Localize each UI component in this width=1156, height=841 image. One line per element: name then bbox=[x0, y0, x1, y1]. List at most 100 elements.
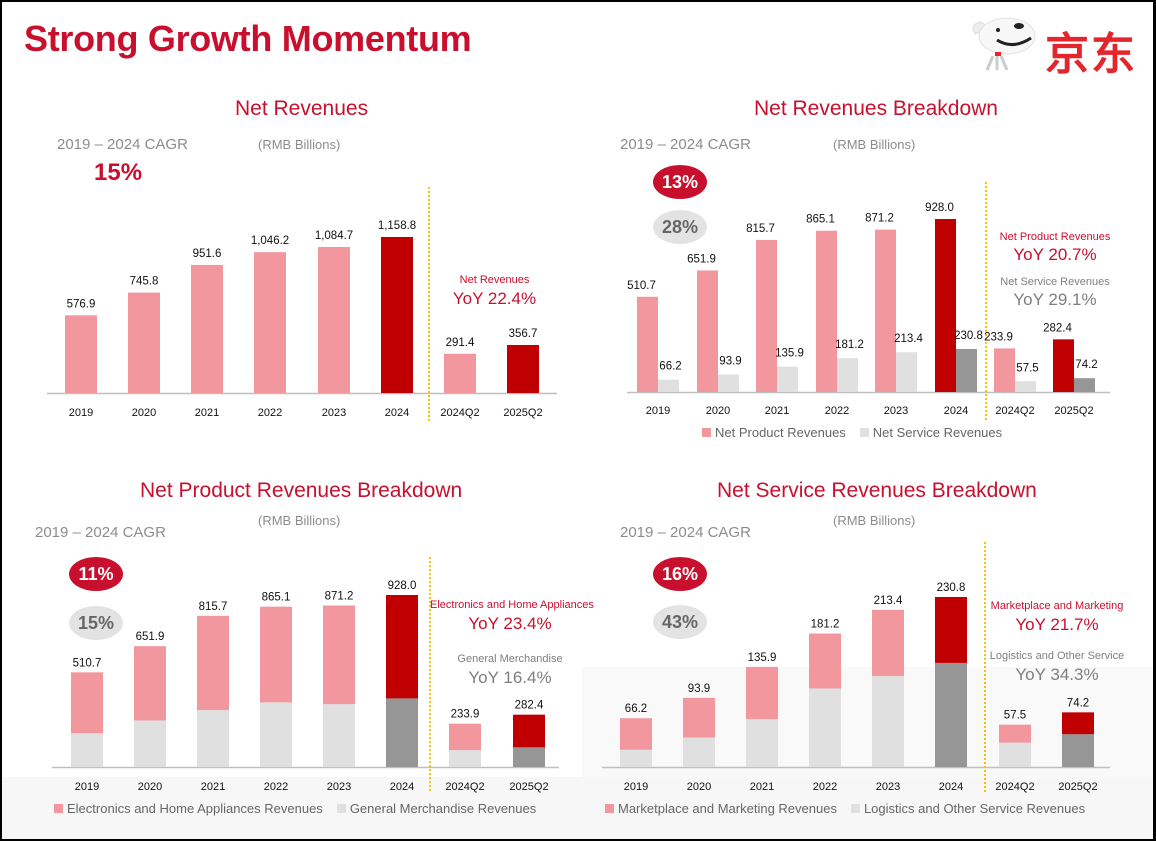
legend-label: Net Service Revenues bbox=[872, 425, 1003, 440]
breakdown-legend: Net Product Revenues Net Service Revenue… bbox=[702, 425, 1016, 440]
bar-segment-top bbox=[449, 723, 481, 751]
data-label: 1,084.7 bbox=[315, 230, 353, 242]
bar-segment-bottom bbox=[683, 737, 715, 767]
bar-service bbox=[1074, 378, 1095, 392]
bar-segment-top bbox=[197, 615, 229, 711]
bar-segment-bottom bbox=[620, 749, 652, 767]
bar bbox=[191, 264, 223, 393]
data-label-product: 651.9 bbox=[687, 253, 716, 265]
product-yoy-electronics-value: YoY 23.4% bbox=[468, 614, 552, 633]
bar-product bbox=[994, 348, 1015, 392]
bar-segment-top bbox=[935, 597, 967, 663]
data-label-total: 510.7 bbox=[73, 657, 102, 669]
net-revenues-yoy-value: YoY 22.4% bbox=[452, 289, 537, 308]
data-label-total: 233.9 bbox=[451, 709, 480, 721]
x-tick-label: 2024 bbox=[944, 405, 968, 417]
bar-segment-bottom bbox=[449, 750, 481, 767]
bar-product bbox=[1053, 339, 1074, 392]
bar bbox=[318, 246, 350, 393]
bar-segment-top bbox=[620, 718, 652, 750]
bar-segment-top bbox=[323, 605, 355, 705]
x-tick-label: 2022 bbox=[813, 781, 837, 793]
data-label-product: 282.4 bbox=[1043, 322, 1072, 334]
legend-label: Electronics and Home Appliances Revenues bbox=[67, 801, 323, 816]
data-label-total: 865.1 bbox=[262, 592, 291, 604]
service-yoy-marketplace-value: YoY 21.7% bbox=[1015, 615, 1099, 634]
service-yoy-marketplace-label: Marketplace and Marketing bbox=[990, 600, 1124, 612]
legend-item: Net Product Revenues bbox=[702, 425, 846, 440]
x-tick-label: 2020 bbox=[706, 405, 730, 417]
bar-segment-top bbox=[683, 697, 715, 738]
product-yoy-electronics-label: Electronics and Home Appliances bbox=[430, 599, 594, 611]
x-tick-label: 2024Q2 bbox=[995, 405, 1034, 417]
data-label: 1,046.2 bbox=[251, 235, 289, 247]
x-tick-label: 2025Q2 bbox=[1054, 405, 1093, 417]
breakdown-cagr-service: 28% bbox=[653, 210, 707, 244]
data-label-total: 871.2 bbox=[325, 591, 354, 603]
x-tick-label: 2020 bbox=[132, 407, 156, 419]
logo-text: 京东 bbox=[1045, 30, 1137, 79]
background-stripe bbox=[2, 777, 1153, 839]
jd-logo: 京东 bbox=[967, 14, 1137, 79]
data-label-service: 93.9 bbox=[719, 355, 741, 367]
bar-service bbox=[1015, 381, 1036, 392]
product-cagr-general: 15% bbox=[69, 606, 123, 640]
service-yoy-logistics-label: Logistics and Other Service bbox=[989, 650, 1125, 662]
bar-service bbox=[837, 358, 858, 392]
bar-product bbox=[935, 219, 956, 392]
legend-swatch bbox=[859, 428, 869, 437]
data-label-total: 230.8 bbox=[937, 582, 966, 594]
x-tick-label: 2020 bbox=[138, 781, 162, 793]
x-tick-label: 2019 bbox=[69, 407, 93, 419]
jd-dog-mascot-icon bbox=[972, 17, 1036, 71]
bar-service bbox=[658, 379, 679, 392]
bar-segment-top bbox=[872, 609, 904, 677]
bar bbox=[507, 344, 539, 393]
bar bbox=[254, 252, 286, 393]
breakdown-title: Net Revenues Breakdown bbox=[754, 97, 998, 120]
service-cagr-marketplace: 16% bbox=[653, 557, 707, 591]
data-label-service: 74.2 bbox=[1075, 359, 1097, 371]
data-label-total: 282.4 bbox=[515, 700, 544, 712]
data-label: 356.7 bbox=[509, 328, 538, 340]
breakdown-cagr-product: 13% bbox=[653, 165, 707, 199]
service-unit: (RMB Billions) bbox=[833, 513, 916, 528]
bar-segment-bottom bbox=[323, 704, 355, 767]
x-tick-label: 2024Q2 bbox=[440, 407, 479, 419]
data-label: 291.4 bbox=[446, 337, 475, 349]
service-title: Net Service Revenues Breakdown bbox=[717, 479, 1037, 502]
data-label-total: 135.9 bbox=[748, 652, 777, 664]
data-label-product: 928.0 bbox=[925, 202, 954, 214]
bar-product bbox=[875, 229, 896, 392]
bar bbox=[65, 315, 97, 393]
x-tick-label: 2019 bbox=[624, 781, 648, 793]
net-revenues-unit: (RMB Billions) bbox=[258, 137, 341, 152]
data-label: 745.8 bbox=[130, 276, 159, 288]
bar-segment-top bbox=[746, 666, 778, 720]
bar bbox=[128, 292, 160, 393]
data-label-total: 93.9 bbox=[688, 683, 710, 695]
data-label-total: 651.9 bbox=[136, 631, 165, 643]
bar-segment-bottom bbox=[197, 710, 229, 767]
data-label: 576.9 bbox=[67, 298, 96, 310]
bar-service bbox=[956, 348, 977, 392]
data-label-total: 66.2 bbox=[625, 703, 647, 715]
bar-segment-top bbox=[386, 595, 418, 699]
product-cagr-label: 2019 – 2024 CAGR bbox=[35, 524, 166, 541]
data-label-total: 181.2 bbox=[811, 619, 840, 631]
background-stripe bbox=[582, 667, 1153, 777]
bar-segment-top bbox=[134, 646, 166, 721]
bar-segment-top bbox=[513, 714, 545, 748]
x-tick-label: 2020 bbox=[687, 781, 711, 793]
x-tick-label: 2024 bbox=[385, 407, 409, 419]
data-label-total: 928.0 bbox=[388, 580, 417, 592]
data-label-product: 871.2 bbox=[865, 213, 894, 225]
x-tick-label: 2023 bbox=[884, 405, 908, 417]
bar bbox=[381, 237, 413, 393]
breakdown-unit: (RMB Billions) bbox=[833, 137, 916, 152]
page-title: Strong Growth Momentum bbox=[24, 18, 472, 59]
bar-segment-bottom bbox=[260, 702, 292, 767]
legend-label: Marketplace and Marketing Revenues bbox=[618, 801, 837, 816]
data-label-service: 66.2 bbox=[659, 361, 681, 373]
